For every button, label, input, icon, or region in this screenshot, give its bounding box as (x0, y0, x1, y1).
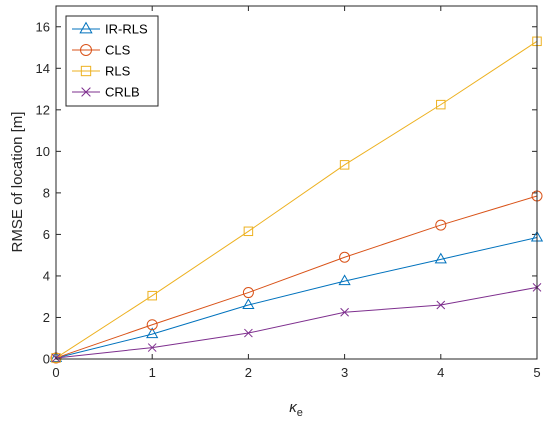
y-axis-ticks: 0 2 4 6 8 10 12 14 16 (36, 19, 537, 367)
data-point (436, 300, 446, 310)
series-line (55, 40, 538, 359)
y-tick-label: 4 (43, 268, 50, 283)
legend-label: RLS (105, 64, 131, 79)
legend-item: CLS (72, 43, 131, 58)
y-tick-label: 0 (43, 352, 50, 367)
data-point (242, 298, 255, 310)
x-axis-label: κe (289, 399, 303, 419)
series-line (55, 237, 538, 359)
y-tick-label: 2 (43, 310, 50, 325)
legend-item: CRLB (72, 85, 140, 100)
y-tick-label: 14 (36, 61, 50, 76)
data-point (79, 21, 93, 34)
legend-item: IR-RLS (72, 22, 148, 37)
y-axis-label: RMSE of location [m] (9, 112, 26, 253)
plot-frame (55, 5, 538, 360)
x-tick-label: 4 (437, 365, 444, 380)
x-tick-label: 3 (341, 365, 348, 380)
data-point (146, 319, 158, 331)
y-tick-label: 16 (36, 19, 50, 34)
x-axis-label-subscript: e (297, 407, 303, 419)
y-tick-label: 10 (36, 144, 50, 159)
data-point (81, 87, 91, 97)
data-point (436, 99, 446, 110)
data-point (435, 219, 447, 231)
legend-label: CRLB (105, 85, 140, 100)
legend-label: IR-RLS (105, 22, 148, 37)
x-axis-ticks: 0 1 2 3 4 5 (52, 6, 541, 380)
legend-item: RLS (72, 64, 131, 79)
x-tick-label: 5 (533, 365, 540, 380)
y-tick-label: 12 (36, 102, 50, 117)
y-tick-label: 8 (43, 185, 50, 200)
data-point (434, 252, 447, 264)
data-point (242, 287, 254, 299)
data-point (339, 251, 351, 263)
data-point (340, 307, 349, 317)
y-tick-label: 6 (43, 227, 50, 242)
x-tick-label: 0 (52, 365, 59, 380)
x-tick-label: 2 (245, 365, 252, 380)
series-crlb (51, 283, 542, 363)
series-layer (49, 36, 544, 364)
data-point (80, 65, 92, 77)
data-point (243, 226, 254, 237)
x-axis-label-main: κ (289, 399, 298, 416)
legend: IR-RLS CLS RLS CRLB (65, 15, 159, 107)
data-point (339, 160, 350, 170)
data-point (147, 290, 157, 301)
legend-label: CLS (105, 43, 131, 58)
data-point (146, 327, 159, 339)
x-tick-label: 1 (149, 365, 156, 380)
data-point (338, 274, 351, 286)
data-point (80, 44, 92, 56)
data-point (244, 328, 253, 338)
data-point (147, 343, 157, 352)
series-line (55, 286, 538, 359)
series-line (55, 195, 538, 359)
